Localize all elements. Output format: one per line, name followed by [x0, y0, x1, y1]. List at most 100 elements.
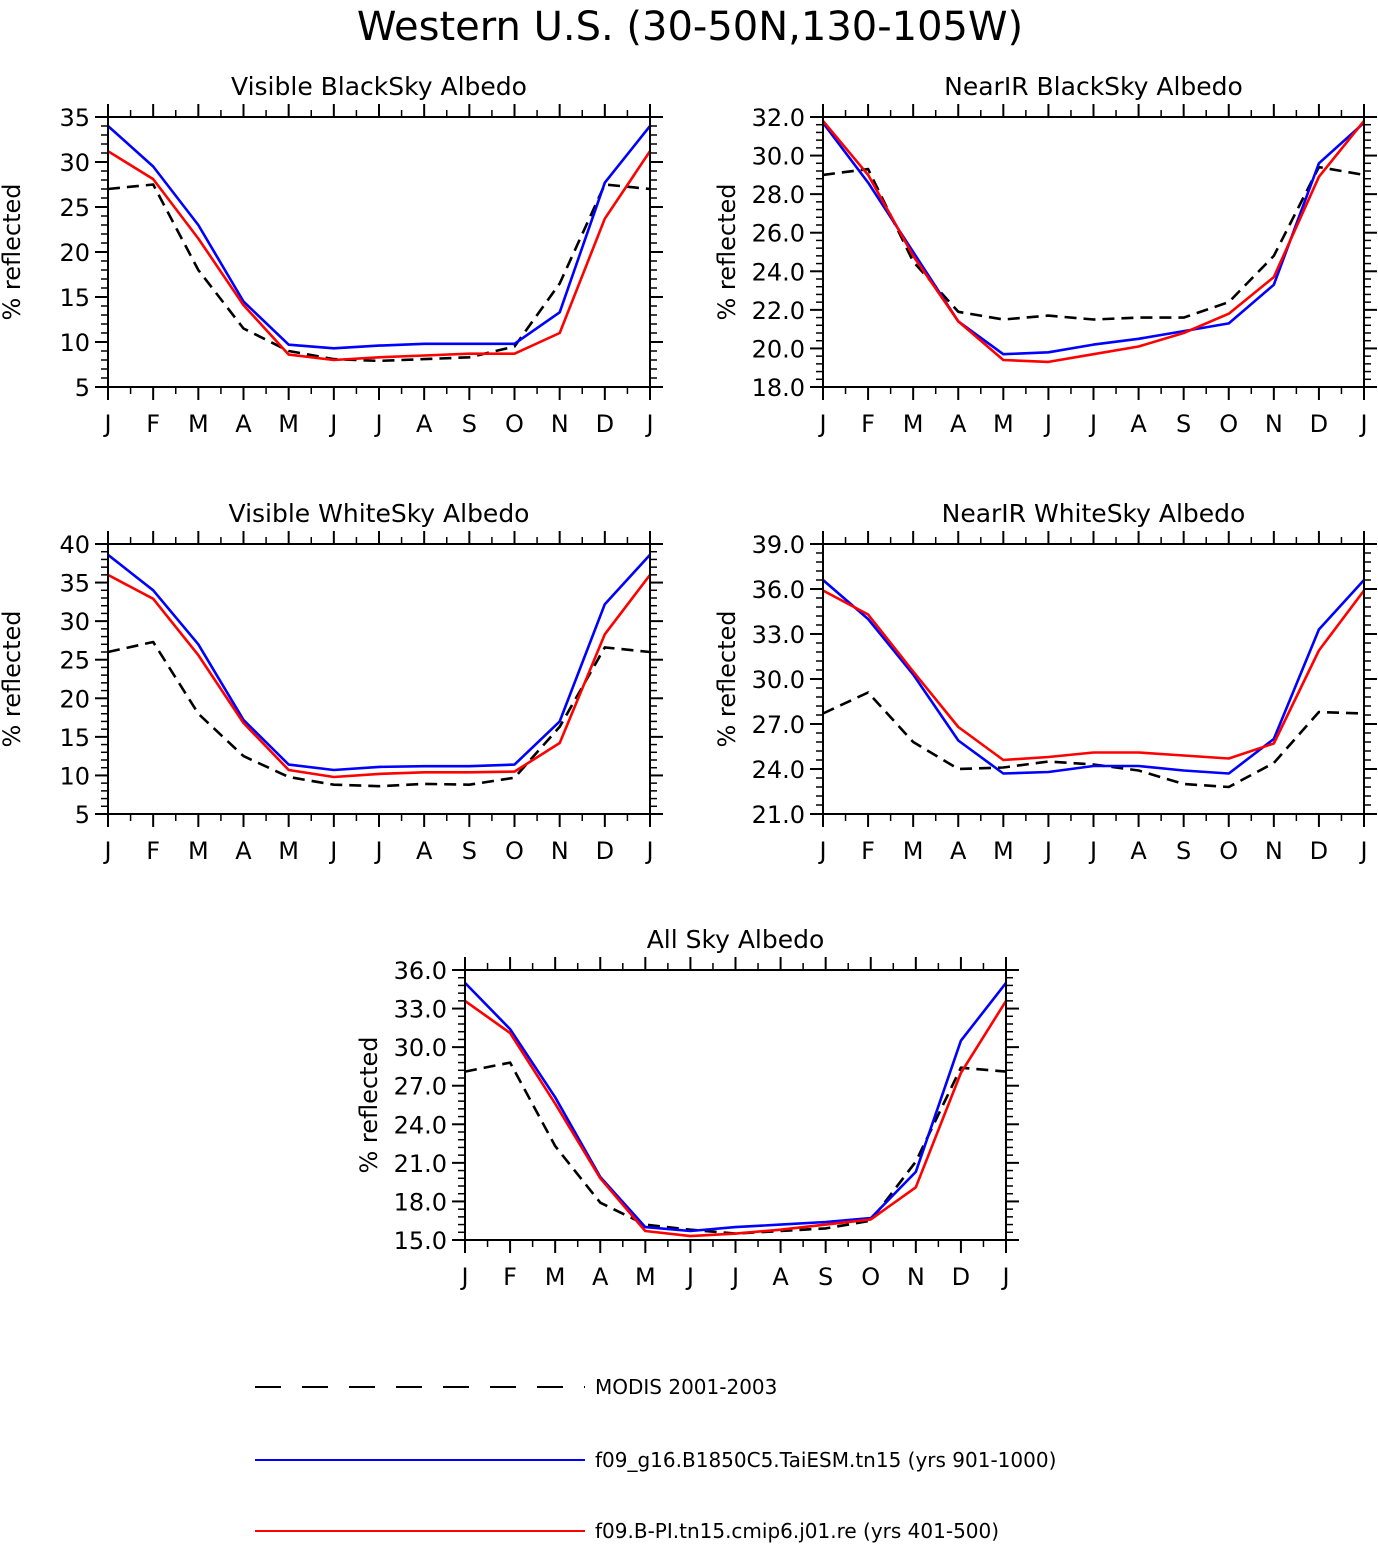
- y-tick-label: 22.0: [752, 297, 805, 325]
- x-tick-label: J: [328, 837, 337, 865]
- x-tick-label: N: [1265, 837, 1283, 865]
- x-tick-label: O: [1219, 837, 1238, 865]
- series-line: [107, 125, 652, 350]
- x-tick-label: O: [505, 410, 524, 438]
- panel-title: Visible BlackSky Albedo: [231, 72, 527, 101]
- x-tick-label: N: [907, 1263, 925, 1291]
- panel-title: All Sky Albedo: [647, 925, 825, 954]
- y-axis-label: % reflected: [713, 183, 741, 320]
- x-tick-label: J: [685, 1263, 694, 1291]
- x-tick-label: A: [1130, 837, 1147, 865]
- x-tick-label: J: [1088, 410, 1097, 438]
- x-tick-label: A: [592, 1263, 609, 1291]
- y-tick-label: 25: [59, 647, 90, 675]
- series-line: [464, 981, 1008, 1233]
- y-tick-label: 15: [59, 724, 90, 752]
- y-tick-label: 27.0: [394, 1073, 447, 1101]
- panel-title: NearIR WhiteSky Albedo: [942, 499, 1246, 528]
- x-tick-label: S: [1176, 837, 1191, 865]
- x-tick-label: M: [635, 1263, 656, 1291]
- series-line: [822, 165, 1365, 321]
- series-line: [107, 183, 651, 363]
- y-tick-label: 24.0: [752, 258, 805, 286]
- series-line: [822, 589, 1366, 762]
- x-tick-label: J: [730, 1263, 739, 1291]
- x-tick-label: F: [146, 837, 160, 865]
- x-tick-label: A: [235, 410, 252, 438]
- y-tick-label: 18.0: [394, 1188, 447, 1216]
- y-tick-label: 15: [59, 284, 90, 312]
- y-tick-label: 30.0: [394, 1034, 447, 1062]
- plot-frame: [464, 969, 1007, 1241]
- y-axis-label: % reflected: [0, 183, 26, 320]
- plot-frame: [822, 116, 1365, 388]
- panel-title: NearIR BlackSky Albedo: [944, 72, 1243, 101]
- y-tick-label: 15.0: [394, 1227, 447, 1255]
- y-tick-label: 10: [59, 329, 90, 357]
- figure-title: Western U.S. (30-50N,130-105W): [357, 4, 1023, 50]
- y-tick-label: 21.0: [394, 1150, 447, 1178]
- x-tick-label: S: [462, 837, 477, 865]
- x-tick-label: J: [1088, 837, 1097, 865]
- series-line: [107, 150, 652, 362]
- y-tick-label: 36.0: [752, 576, 805, 604]
- legend-label: f09.B-PI.tn15.cmip6.j01.re (yrs 401-500): [595, 1519, 999, 1543]
- x-tick-label: M: [278, 837, 299, 865]
- y-tick-label: 26.0: [752, 220, 805, 248]
- x-tick-label: J: [1358, 410, 1367, 438]
- y-tick-label: 30.0: [752, 143, 805, 171]
- series-line: [107, 573, 652, 779]
- y-axis-label: % reflected: [713, 610, 741, 747]
- x-tick-label: J: [817, 837, 826, 865]
- y-tick-label: 10: [59, 762, 90, 790]
- series-line: [822, 579, 1365, 775]
- y-tick-label: 20: [59, 239, 90, 267]
- x-tick-label: D: [596, 837, 614, 865]
- legend-label: f09_g16.B1850C5.TaiESM.tn15 (yrs 901-100…: [595, 1448, 1056, 1472]
- legend-label: MODIS 2001-2003: [595, 1375, 777, 1399]
- x-tick-label: F: [861, 410, 875, 438]
- y-tick-label: 27.0: [752, 711, 805, 739]
- y-tick-label: 33.0: [752, 621, 805, 649]
- y-tick-label: 5: [75, 374, 90, 402]
- x-tick-label: M: [903, 837, 924, 865]
- series-line: [822, 691, 1365, 789]
- x-tick-label: O: [861, 1263, 880, 1291]
- series-line: [821, 121, 1365, 356]
- y-axis-label: % reflected: [355, 1036, 383, 1173]
- x-tick-label: N: [551, 410, 569, 438]
- y-tick-label: 36.0: [394, 957, 447, 985]
- x-tick-label: N: [551, 837, 569, 865]
- x-tick-label: J: [644, 837, 653, 865]
- x-tick-label: F: [861, 837, 875, 865]
- y-tick-label: 35: [59, 570, 90, 598]
- y-tick-label: 30.0: [752, 666, 805, 694]
- x-tick-label: A: [772, 1263, 789, 1291]
- x-tick-label: A: [1130, 410, 1147, 438]
- y-tick-label: 40: [59, 531, 90, 559]
- legend: MODIS 2001-2003 f09_g16.B1850C5.TaiESM.tn…: [255, 1375, 1056, 1543]
- x-tick-label: S: [1176, 410, 1191, 438]
- x-tick-label: J: [1000, 1263, 1009, 1291]
- series-line: [822, 120, 1366, 364]
- x-tick-label: M: [188, 837, 209, 865]
- y-tick-label: 35: [59, 104, 90, 132]
- y-axis-label: % reflected: [0, 610, 26, 747]
- x-tick-label: D: [952, 1263, 970, 1291]
- x-tick-label: M: [188, 410, 209, 438]
- x-tick-label: J: [102, 410, 111, 438]
- panel-title: Visible WhiteSky Albedo: [229, 499, 530, 528]
- x-tick-label: O: [505, 837, 524, 865]
- x-tick-label: J: [1043, 410, 1052, 438]
- y-tick-label: 30: [59, 149, 90, 177]
- x-tick-label: A: [235, 837, 252, 865]
- x-tick-label: J: [459, 1263, 468, 1291]
- y-tick-label: 30: [59, 608, 90, 636]
- y-tick-label: 20: [59, 685, 90, 713]
- x-tick-label: S: [818, 1263, 833, 1291]
- x-tick-label: J: [373, 410, 382, 438]
